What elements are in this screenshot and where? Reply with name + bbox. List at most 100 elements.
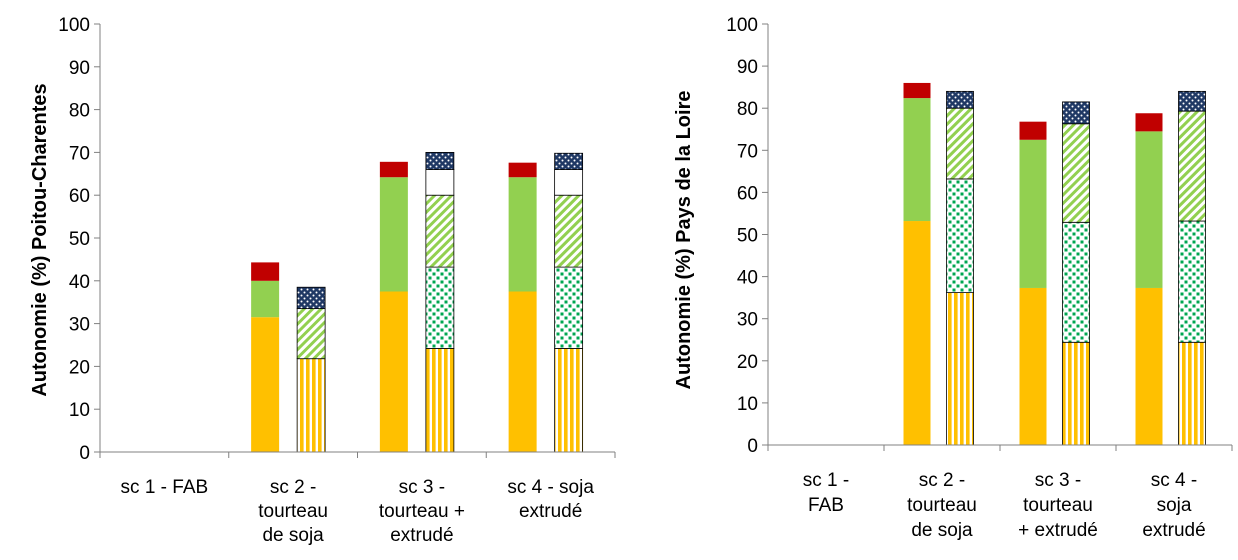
- bar-segment-orange: [251, 317, 280, 452]
- x-tick-label-line: soja: [1157, 495, 1192, 516]
- x-tick-label: sc 2 - tourteau de soja: [907, 470, 977, 541]
- x-tick-label-line: FAB: [808, 495, 844, 516]
- y-tick-label: 90: [69, 58, 90, 79]
- bar-segment-navy-dots: [554, 152, 584, 170]
- x-tick-label-line: sc 1 -: [803, 470, 849, 491]
- bar-segment-orange: [508, 291, 537, 452]
- bar-segment-green-dots: [1062, 221, 1090, 343]
- x-tick-label-line: extrudé: [519, 501, 582, 522]
- y-tick-label: 60: [737, 183, 758, 204]
- x-tick-label-line: sc 3 -: [399, 477, 445, 498]
- bar-segment-navy-dots: [1062, 101, 1090, 125]
- bar-segment-red: [903, 82, 931, 99]
- bar-segment-green-dots: [425, 266, 455, 349]
- x-tick-label-line: + extrudé: [1018, 520, 1098, 541]
- bar-segment-green-hatch: [1178, 110, 1206, 222]
- x-tick-label-line: tourteau +: [379, 501, 465, 522]
- y-tick-label: 80: [69, 101, 90, 122]
- x-tick-label-line: de soja: [262, 525, 324, 546]
- axes: [762, 23, 1233, 451]
- bar-segment-orange-stripes: [946, 292, 974, 446]
- bars: [251, 151, 584, 453]
- bar-segment-green: [1019, 139, 1047, 288]
- bar-segment-green: [251, 280, 280, 318]
- y-tick-labels: 0 10 20 30 40 50 60 70 80 90 100: [726, 15, 758, 457]
- x-tick-label-line: de soja: [911, 520, 973, 541]
- bar-segment-orange-stripes: [425, 348, 455, 453]
- bar-segment-navy-dots: [425, 151, 455, 170]
- y-tick-label: 100: [726, 15, 758, 36]
- x-tick-label-line: sc 2 -: [270, 477, 316, 498]
- bar-segment-red: [1135, 113, 1163, 132]
- x-tick-label-line: sc 2 -: [919, 470, 965, 491]
- bar-segment-green-hatch: [946, 107, 974, 180]
- axes: [94, 23, 616, 458]
- bar-segment-orange: [903, 221, 931, 445]
- x-tick-label: sc 2 - tourteau de soja: [258, 477, 328, 546]
- x-tick-label-line: sc 4 - soja: [507, 477, 594, 498]
- chart-pays-de-la-loire: Autonomie (%) Pays de la Loire 0 10 20 30 40…: [673, 15, 1233, 541]
- category-labels: sc 1 - FAB sc 2 - tourteau de soja sc 3 - tour…: [803, 470, 1206, 541]
- bar-segment-green: [903, 98, 931, 222]
- x-tick-label-line: tourteau: [258, 501, 328, 522]
- bar-segment-green-hatch: [554, 194, 584, 268]
- x-tick-label: sc 3 - tourteau + extrudé: [379, 477, 465, 546]
- x-tick-label: sc 1 - FAB: [121, 477, 209, 498]
- bar-segment-orange: [1019, 287, 1047, 445]
- bar-segment-navy-dots: [946, 90, 974, 109]
- bar-segment-green: [379, 177, 408, 292]
- bar-segment-orange-stripes: [296, 358, 326, 453]
- x-tick-label-line: sc 3 -: [1035, 470, 1081, 491]
- bar-segment-orange-stripes: [1178, 341, 1206, 446]
- x-tick-label-line: tourteau: [1023, 495, 1093, 516]
- y-tick-label: 50: [69, 229, 90, 250]
- chart-poitou-charentes: Autonomie (%) Poitou-Charentes 0 10 20 30 40…: [29, 15, 616, 546]
- y-tick-label: 60: [69, 186, 90, 207]
- bar-segment-green: [1135, 131, 1163, 288]
- bar-segment-orange-stripes: [554, 348, 584, 453]
- bar-segment-white: [554, 169, 584, 196]
- y-tick-label: 100: [58, 15, 90, 36]
- bar-segment-green: [508, 177, 537, 292]
- y-tick-label: 40: [69, 272, 90, 293]
- y-tick-label: 10: [737, 394, 758, 415]
- y-tick-label: 20: [737, 352, 758, 373]
- y-tick-labels: 0 10 20 30 40 50 60 70 80 90 100: [58, 15, 90, 464]
- y-axis-title: Autonomie (%) Pays de la Loire: [673, 91, 695, 390]
- bar-segment-orange-stripes: [1062, 341, 1090, 446]
- y-tick-label: 40: [737, 268, 758, 289]
- x-tick-label: sc 4 - soja extrudé: [507, 477, 594, 522]
- x-tick-label-line: sc 1 - FAB: [121, 477, 209, 498]
- y-tick-label: 70: [69, 143, 90, 164]
- bar-segment-red: [1019, 121, 1047, 140]
- bar-segment-orange: [1135, 287, 1163, 445]
- y-tick-label: 10: [69, 400, 90, 421]
- y-tick-label: 20: [69, 357, 90, 378]
- y-tick-label: 50: [737, 226, 758, 247]
- y-tick-label: 70: [737, 141, 758, 162]
- x-tick-label: sc 1 - FAB: [803, 470, 849, 516]
- bars: [903, 82, 1206, 446]
- bar-segment-red: [251, 262, 280, 281]
- bar-segment-green-hatch: [296, 308, 326, 360]
- x-tick-label-line: extrudé: [1142, 520, 1205, 541]
- y-tick-label: 30: [69, 315, 90, 336]
- bar-segment-red: [379, 161, 408, 178]
- bar-segment-green-hatch: [425, 194, 455, 268]
- bar-segment-green-dots: [1178, 220, 1206, 343]
- x-tick-label-line: tourteau: [907, 495, 977, 516]
- y-tick-label: 30: [737, 310, 758, 331]
- y-tick-label: 80: [737, 99, 758, 120]
- category-labels: sc 1 - FAB sc 2 - tourteau de soja sc 3 - tou…: [121, 477, 595, 546]
- y-tick-label: 0: [747, 436, 758, 457]
- bar-segment-red: [508, 162, 537, 178]
- bar-segment-navy-dots: [1178, 90, 1206, 112]
- bar-segment-green-hatch: [1062, 123, 1090, 223]
- bar-segment-green-dots: [946, 178, 974, 293]
- bar-segment-orange: [379, 291, 408, 452]
- bar-segment-navy-dots: [296, 286, 326, 310]
- bar-segment-green-dots: [554, 266, 584, 349]
- y-tick-label: 90: [737, 57, 758, 78]
- x-tick-label: sc 3 - tourteau + extrudé: [1018, 470, 1098, 541]
